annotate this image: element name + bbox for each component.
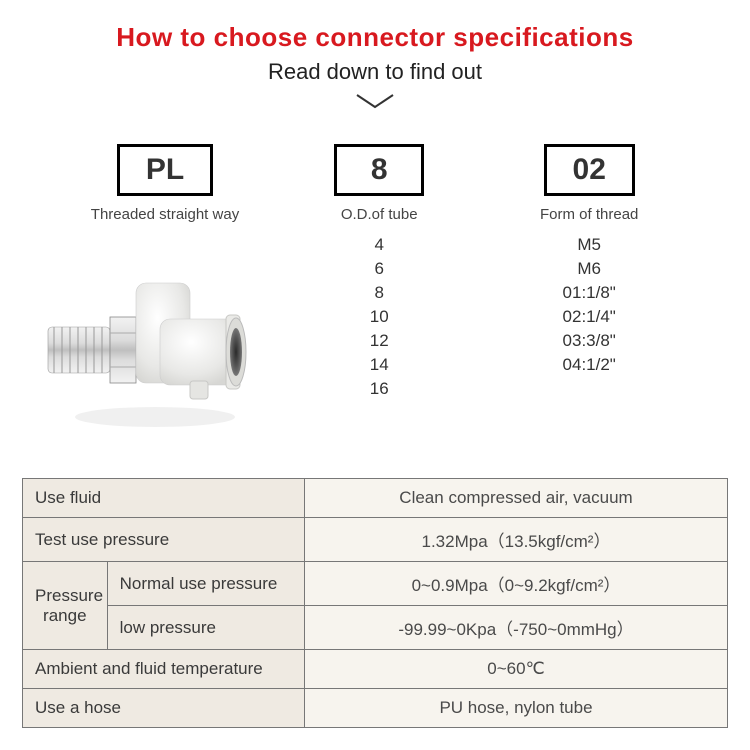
spec-value: 8 [374,283,383,303]
spec-value: 01:1/8" [563,283,616,303]
row-label: Use a hose [23,689,305,728]
spec-value: 16 [370,379,389,399]
row-label: low pressure [107,606,304,650]
row-value: 0~0.9Mpa（0~9.2kgf/cm²） [304,562,727,606]
row-label: Normal use pressure [107,562,304,606]
page-title: How to choose connector specifications [0,22,750,53]
spec-value: 10 [370,307,389,327]
spec-value: 4 [374,235,383,255]
spec-code-box: 8 [334,144,424,196]
row-value: PU hose, nylon tube [304,689,727,728]
row-label: Ambient and fluid temperature [23,650,305,689]
spec-code-label: Threaded straight way [91,206,239,223]
spec-value: 12 [370,331,389,351]
spec-value: M6 [577,259,601,279]
table-row: Pressure rangeNormal use pressure0~0.9Mp… [23,562,728,606]
spec-value: M5 [577,235,601,255]
spec-value-list: M5 M6 01:1/8" 02:1/4" 03:3/8" 04:1/2" [563,235,616,375]
spec-code-box: PL [117,144,213,196]
product-image [40,265,260,435]
row-value: 1.32Mpa（13.5kgf/cm²） [304,518,727,562]
page-subtitle: Read down to find out [0,59,750,85]
chevron-down-icon [355,93,395,111]
spec-column: 02 Form of thread M5 M6 01:1/8" 02:1/4" 03:3/8… [519,144,659,399]
table-row: Use a hosePU hose, nylon tube [23,689,728,728]
row-value: Clean compressed air, vacuum [304,479,727,518]
spec-value: 04:1/2" [563,355,616,375]
row-group-label: Pressure range [23,562,108,650]
spec-value: 14 [370,355,389,375]
table-row: Use fluidClean compressed air, vacuum [23,479,728,518]
spec-code-label: O.D.of tube [341,206,418,223]
spec-code-box: 02 [544,144,635,196]
specification-table: Use fluidClean compressed air, vacuumTes… [22,478,728,728]
row-value: -99.99~0Kpa（-750~0mmHg） [304,606,727,650]
spec-column: 8 O.D.of tube 4 6 8 10 12 14 16 [309,144,449,399]
row-label: Use fluid [23,479,305,518]
table-row: Ambient and fluid temperature0~60℃ [23,650,728,689]
table-row: low pressure-99.99~0Kpa（-750~0mmHg） [23,606,728,650]
spec-value-list: 4 6 8 10 12 14 16 [370,235,389,399]
spec-code-label: Form of thread [540,206,638,223]
row-label: Test use pressure [23,518,305,562]
row-value: 0~60℃ [304,650,727,689]
spec-value: 6 [374,259,383,279]
table-row: Test use pressure1.32Mpa（13.5kgf/cm²） [23,518,728,562]
spec-value: 02:1/4" [563,307,616,327]
spec-value: 03:3/8" [563,331,616,351]
